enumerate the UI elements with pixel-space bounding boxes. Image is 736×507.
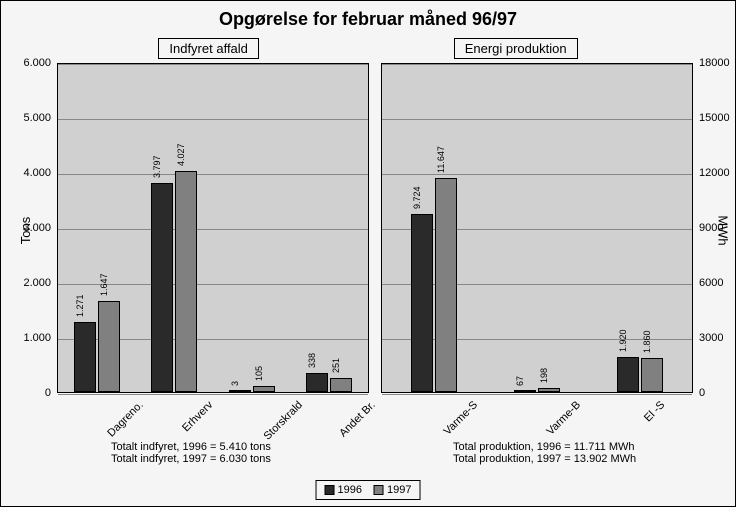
bar-1997: 4.027	[175, 171, 197, 392]
bar-value-label: 251	[331, 358, 341, 373]
bar-1997: 251	[330, 378, 352, 392]
x-category-label: Erhverv	[180, 399, 215, 434]
legend-item-1997: 1997	[374, 484, 411, 496]
bar-value-label: 1.920	[618, 329, 628, 352]
bar-1997: 11.647	[435, 178, 457, 392]
chart-title: Opgørelse for februar måned 96/97	[1, 1, 735, 30]
bar-value-label: 338	[307, 353, 317, 368]
bar-1997: 105	[253, 386, 275, 392]
ytick-left: 6.000	[11, 57, 51, 69]
bar-1996: 9.724	[411, 214, 433, 392]
bar-value-label: 3	[230, 381, 240, 386]
ytick-right: 0	[699, 387, 736, 399]
legend-item-1996: 1996	[325, 484, 362, 496]
ytick-left: 1.000	[11, 332, 51, 344]
ytick-right: 18000	[699, 57, 736, 69]
subtitle-row: Indfyret affald Energi produktion	[1, 38, 735, 59]
bar-1996: 1.920	[617, 357, 639, 392]
subtitle-right: Energi produktion	[454, 38, 578, 59]
x-category-label: Storskrald	[261, 399, 305, 443]
bar-value-label: 9.724	[412, 186, 422, 209]
x-category-label: Varme-B	[544, 399, 583, 438]
x-category-label: Varme-S	[441, 399, 480, 438]
bar-value-label: 1.860	[642, 330, 652, 353]
ytick-right: 12000	[699, 167, 736, 179]
bar-value-label: 1.271	[75, 295, 85, 318]
swatch-1996	[325, 485, 335, 495]
bar-1997: 198	[538, 388, 560, 392]
footnote-line: Totalt indfyret, 1997 = 6.030 tons	[111, 453, 393, 465]
bar-1996: 3	[229, 390, 251, 392]
x-category-label: El -S	[642, 399, 667, 424]
bar-value-label: 198	[539, 368, 549, 383]
x-category-label: Andet Br.	[338, 399, 378, 439]
legend: 1996 1997	[316, 480, 421, 500]
ytick-right: 6000	[699, 277, 736, 289]
bar-1997: 1.647	[98, 301, 120, 392]
footnote-line: Total produktion, 1997 = 13.902 MWh	[453, 453, 735, 465]
subtitle-left: Indfyret affald	[158, 38, 259, 59]
ytick-right: 9000	[699, 222, 736, 234]
bar-value-label: 3.797	[152, 156, 162, 179]
ytick-right: 3000	[699, 332, 736, 344]
x-category-label: Dagreno.	[105, 399, 145, 439]
legend-label: 1996	[338, 484, 362, 496]
ytick-left: 3.000	[11, 222, 51, 234]
footnotes-right: Total produktion, 1996 = 11.711 MWh Tota…	[393, 441, 735, 465]
bar-value-label: 67	[515, 376, 525, 386]
plot-right: 9.72411.647671981.9201.860	[381, 63, 693, 393]
legend-label: 1997	[387, 484, 411, 496]
bar-value-label: 11.647	[436, 147, 446, 174]
ytick-left: 0	[11, 387, 51, 399]
bar-value-label: 4.027	[176, 143, 186, 166]
ytick-left: 2.000	[11, 277, 51, 289]
footnote-line: Total produktion, 1996 = 11.711 MWh	[453, 441, 735, 453]
chart-area: Tons MWh 1.2711.6473.7974.0273105338251 …	[57, 63, 693, 393]
ytick-right: 15000	[699, 112, 736, 124]
footnotes: Totalt indfyret, 1996 = 5.410 tons Total…	[1, 441, 735, 465]
swatch-1997	[374, 485, 384, 495]
bar-1997: 1.860	[641, 358, 663, 392]
bar-1996: 67	[514, 390, 536, 392]
bar-value-label: 1.647	[99, 274, 109, 297]
plot-left: 1.2711.6473.7974.0273105338251	[57, 63, 369, 393]
ytick-left: 4.000	[11, 167, 51, 179]
bar-value-label: 105	[254, 366, 264, 381]
bar-1996: 338	[306, 373, 328, 392]
ytick-left: 5.000	[11, 112, 51, 124]
bar-1996: 1.271	[74, 322, 96, 392]
footnote-line: Totalt indfyret, 1996 = 5.410 tons	[111, 441, 393, 453]
bar-1996: 3.797	[151, 183, 173, 392]
footnotes-left: Totalt indfyret, 1996 = 5.410 tons Total…	[1, 441, 393, 465]
